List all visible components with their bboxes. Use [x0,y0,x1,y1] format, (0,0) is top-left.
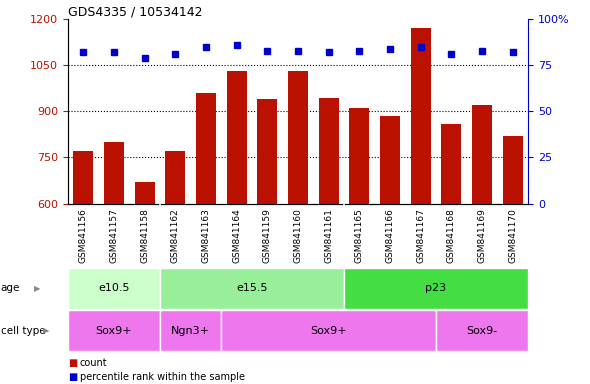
Text: age: age [1,283,20,293]
Text: Sox9+: Sox9+ [96,326,132,336]
Text: ▶: ▶ [42,326,49,335]
Bar [227,71,247,204]
Text: GSM841168: GSM841168 [447,209,456,263]
Text: Sox9-: Sox9- [467,326,497,336]
Bar [319,98,339,204]
Text: GSM841160: GSM841160 [293,209,303,263]
Bar [436,310,528,351]
Bar [104,142,124,204]
Text: GSM841161: GSM841161 [324,209,333,263]
Text: GSM841162: GSM841162 [171,209,180,263]
Bar [344,268,528,309]
Bar [288,71,308,204]
Text: GSM841169: GSM841169 [477,209,487,263]
Text: e15.5: e15.5 [236,283,268,293]
Text: GSM841164: GSM841164 [232,209,241,263]
Text: GSM841165: GSM841165 [355,209,364,263]
Text: GSM841159: GSM841159 [263,209,272,263]
Text: cell type: cell type [1,326,45,336]
Text: ▶: ▶ [34,284,41,293]
Bar [221,310,436,351]
Text: GSM841170: GSM841170 [508,209,517,263]
Text: Ngn3+: Ngn3+ [171,326,210,336]
Text: GSM841156: GSM841156 [78,209,88,263]
Text: GDS4335 / 10534142: GDS4335 / 10534142 [68,5,202,18]
Text: ■: ■ [68,372,77,382]
Text: Sox9+: Sox9+ [310,326,347,336]
Bar [349,108,369,204]
Text: ■: ■ [68,358,77,368]
Bar [441,124,461,204]
Text: GSM841166: GSM841166 [385,209,395,263]
Text: GSM841163: GSM841163 [201,209,211,263]
Bar [196,93,216,204]
Text: GSM841158: GSM841158 [140,209,149,263]
Text: GSM841167: GSM841167 [416,209,425,263]
Text: e10.5: e10.5 [98,283,130,293]
Bar [503,136,523,204]
Bar [257,99,277,204]
Bar [472,105,492,204]
Text: count: count [80,358,107,368]
Bar [135,182,155,204]
Text: GSM841157: GSM841157 [109,209,119,263]
Bar [73,151,93,204]
Bar [165,151,185,204]
Bar [411,28,431,204]
Text: percentile rank within the sample: percentile rank within the sample [80,372,245,382]
Bar [68,268,160,309]
Bar [160,268,344,309]
Text: p23: p23 [425,283,447,293]
Bar [68,310,160,351]
Bar [160,310,221,351]
Bar [380,116,400,204]
